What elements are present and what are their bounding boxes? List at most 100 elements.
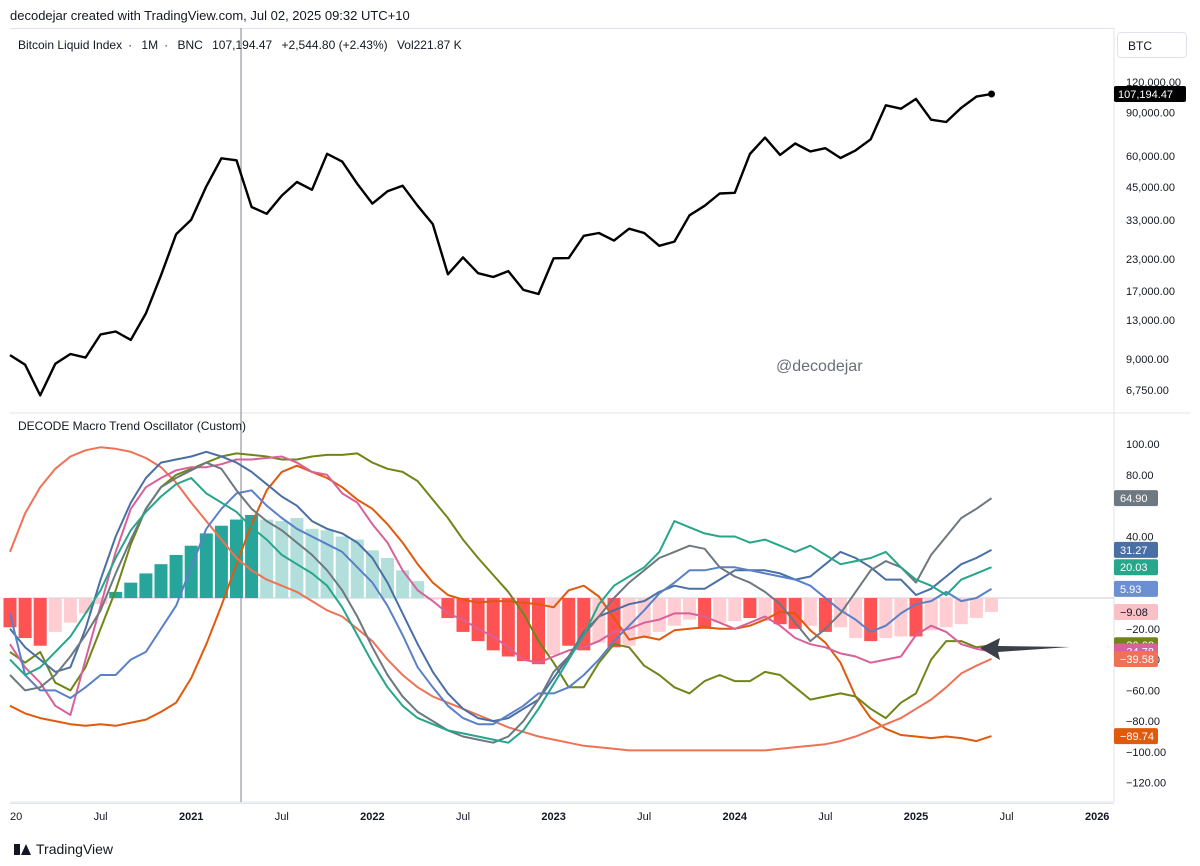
histogram-bar: [728, 598, 742, 622]
histogram-bar: [18, 598, 32, 639]
oscillator-title[interactable]: DECODE Macro Trend Oscillator (Custom): [18, 419, 247, 433]
histogram-bar: [486, 598, 500, 651]
time-tick-label: 2024: [723, 811, 748, 823]
oscillator-histogram: [3, 514, 998, 665]
histogram-bar: [214, 525, 228, 599]
histogram-bar: [849, 598, 863, 639]
oscillator-tick-label: −20.00: [1126, 624, 1160, 636]
histogram-bar: [396, 570, 410, 599]
time-tick-label: 2022: [360, 811, 384, 823]
price-tick-label: 6,750.00: [1126, 385, 1169, 397]
oscillator-line-pink-magenta: [9, 455, 992, 716]
exchange: BNC: [177, 38, 203, 52]
value-badge-text: 5.93: [1120, 584, 1141, 596]
tradingview-logo-icon: [14, 843, 31, 855]
price-tick-label: 13,000.00: [1126, 315, 1175, 327]
price-tick-label: 120,000.00: [1126, 77, 1181, 89]
oscillator-tick-label: −100.00: [1126, 747, 1166, 759]
price-tick-label: 90,000.00: [1126, 108, 1175, 120]
price-line-layer: [9, 90, 995, 397]
histogram-bar: [758, 598, 772, 622]
oscillator-line-slate-blue: [9, 489, 993, 726]
time-tick-label: Jul: [818, 811, 832, 823]
oscillator-tick-label: −60.00: [1126, 685, 1160, 697]
last-price: 107,194.47: [212, 38, 273, 52]
currency-label[interactable]: BTC: [1117, 32, 1187, 58]
histogram-bar: [516, 598, 530, 662]
interval[interactable]: 1M: [141, 38, 159, 52]
symbol-name[interactable]: Bitcoin Liquid Index: [18, 38, 123, 52]
value-badge: [1114, 728, 1158, 745]
value-badge: [1114, 650, 1158, 667]
histogram-bar: [924, 598, 938, 631]
volume: Vol221.87 K: [396, 38, 462, 52]
histogram-bar: [441, 598, 455, 619]
arrow-annotation-icon: [980, 638, 1070, 660]
price-legend: Bitcoin Liquid Index · 1M · BNC 107,194.47…: [18, 38, 462, 52]
chart-frame: [10, 28, 1114, 804]
value-badge: [1114, 604, 1158, 621]
oscillator-line-olive: [9, 452, 992, 720]
header-credit: decodejar created with TradingView.com, …: [10, 8, 410, 23]
value-badge-text: −89.74: [1120, 731, 1154, 743]
time-tick-label: Jul: [1000, 811, 1014, 823]
histogram-bar: [109, 591, 123, 599]
price-tick-label: 17,000.00: [1126, 286, 1175, 298]
histogram-bar: [803, 598, 817, 626]
histogram-bar: [939, 598, 953, 628]
price-tick-label: 9,000.00: [1126, 354, 1169, 366]
time-tick-label: 2021: [179, 811, 203, 823]
histogram-bar: [652, 598, 666, 632]
histogram-bar: [501, 598, 515, 657]
value-badge-text: 64.90: [1120, 493, 1148, 505]
histogram-bar: [879, 598, 893, 639]
histogram-bar: [3, 598, 17, 628]
value-badge: [1114, 580, 1158, 597]
histogram-bar: [169, 554, 183, 599]
histogram-bar: [894, 598, 908, 637]
price-tick-label: 45,000.00: [1126, 182, 1175, 194]
price-tick-label: 33,000.00: [1126, 215, 1175, 227]
oscillator-tick-label: −120.00: [1126, 778, 1166, 790]
histogram-bar: [471, 598, 485, 642]
histogram-bar: [456, 598, 470, 632]
oscillator-line-gray: [9, 461, 993, 744]
histogram-bar: [985, 598, 998, 612]
footer-brand: TradingView: [14, 839, 113, 859]
time-tick-label: Jul: [275, 811, 289, 823]
histogram-bar: [260, 519, 274, 599]
histogram-bar: [33, 598, 47, 646]
last-value-badges: 107,194.4764.9031.2720.035.93−9.08−30.68…: [1114, 85, 1186, 745]
value-badge-text: 20.03: [1120, 562, 1148, 574]
histogram-bar: [305, 528, 319, 599]
histogram-bar: [124, 582, 138, 599]
last-price-badge: [1114, 85, 1186, 102]
histogram-bar: [94, 598, 108, 605]
last-price-badge-text: 107,194.47: [1118, 89, 1173, 101]
time-tick-label: 2026: [1085, 811, 1109, 823]
histogram-bar: [743, 598, 757, 619]
annotations: [980, 638, 1070, 660]
histogram-bar: [245, 514, 259, 599]
histogram-bar: [969, 598, 983, 619]
value-badge: [1114, 541, 1158, 558]
price-tick-label: 23,000.00: [1126, 254, 1175, 266]
histogram-bar: [909, 598, 923, 637]
histogram-bar: [562, 598, 576, 646]
histogram-bar: [864, 598, 878, 642]
oscillator-tick-label: 40.00: [1126, 531, 1154, 543]
oscillator-tick-label: 100.00: [1126, 439, 1160, 451]
histogram-bar: [154, 564, 168, 599]
histogram-bar: [713, 598, 727, 623]
watermark-handle: @decodejar: [776, 358, 863, 375]
axes: 120,000.00 90,000.00 60,000.00 45,000.00 33,…: [10, 77, 1181, 823]
histogram-bar: [698, 598, 712, 629]
price-line: [9, 92, 992, 397]
histogram-bar: [320, 530, 334, 599]
histogram-bar: [139, 573, 153, 599]
value-badge-text: −9.08: [1120, 607, 1148, 619]
value-badge-text: 31.27: [1120, 545, 1148, 557]
price-change: +2,544.80 (+2.43%): [281, 38, 388, 52]
histogram-bar: [199, 533, 213, 599]
